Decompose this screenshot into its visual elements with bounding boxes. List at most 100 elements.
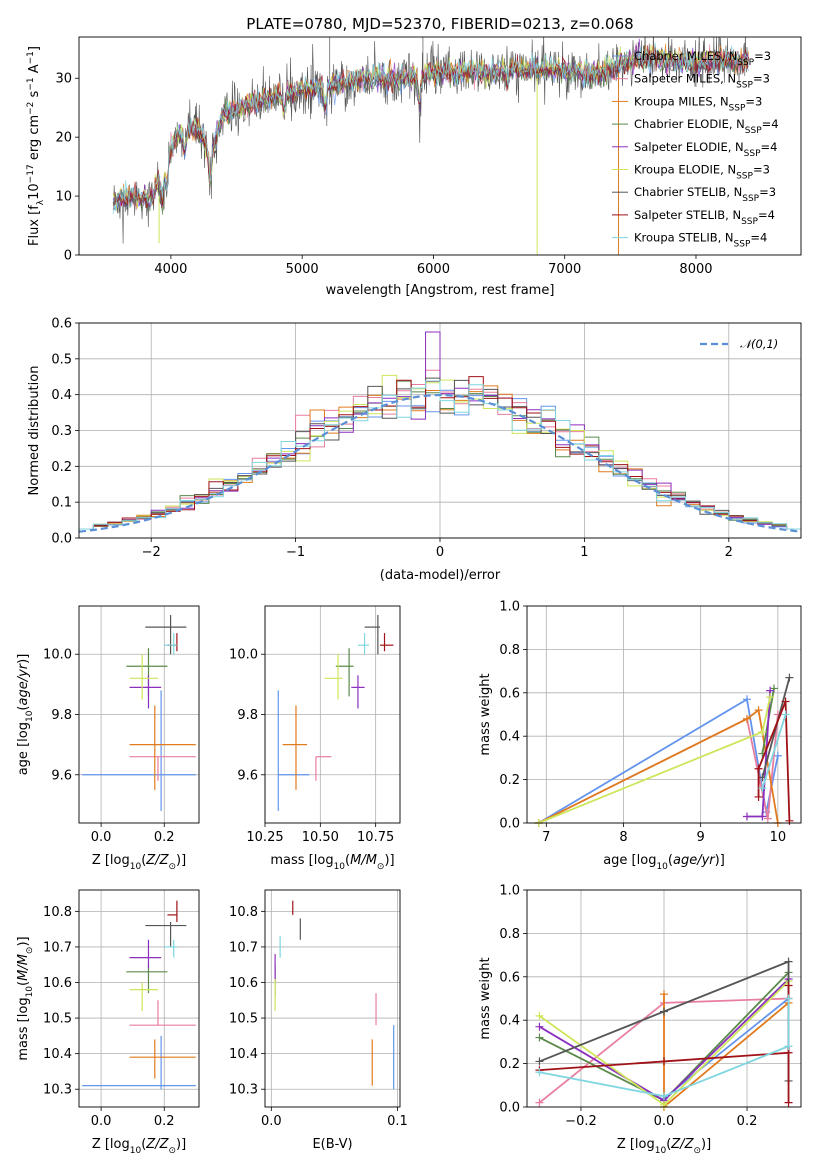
y-tick-label: 0.3 — [51, 424, 72, 439]
y-tick-label: 0 — [64, 249, 72, 264]
x-tick-label: 0.1 — [387, 1114, 408, 1129]
series-marker — [784, 1042, 793, 1051]
y-axis-label: mass [log10(M/M⊙)] — [16, 936, 35, 1060]
errorbar-kroupa-stelib — [164, 939, 177, 958]
x-tick-label: 0 — [436, 545, 444, 560]
x-tick-label: 8000 — [679, 262, 712, 277]
series-marker — [660, 1007, 668, 1016]
errorbar-chabrier-miles — [82, 690, 196, 811]
mass_age-panel: 10.25 10.50 10.75 9.6 9.8 10.0 mass [log10(M/M… — [229, 605, 401, 872]
errorbar-kroupa-stelib — [164, 633, 177, 655]
series-marker — [784, 981, 793, 990]
series-line — [538, 708, 779, 824]
x-axis-label: Z [log10(Z/Z⊙)] — [92, 1137, 186, 1156]
x-axis-label: Z [log10(Z/Z⊙)] — [92, 853, 186, 872]
x-tick-label: 6000 — [417, 262, 450, 277]
legend-entry: Kroupa MILES, NSSP=3 — [634, 94, 762, 113]
errorbar-salpeter-elodie — [351, 675, 365, 709]
y-tick-label: 10.8 — [229, 905, 258, 920]
legend-entry: Kroupa STELIB, NSSP=4 — [634, 231, 767, 250]
errorbar-chabrier-elodie — [126, 964, 168, 994]
x-tick-label: −2 — [142, 545, 161, 560]
x-tick-label: 4000 — [154, 262, 187, 277]
spectrum-panel: 4000 5000 6000 7000 8000 0 10 20 30 wavelength [A… — [26, 36, 802, 298]
series-marker — [660, 1057, 668, 1066]
errorbar-chabrier-stelib — [145, 922, 187, 947]
series-marker — [785, 816, 794, 825]
x-tick-label: 0.2 — [154, 830, 175, 845]
series-marker — [769, 684, 778, 693]
figure-title: PLATE=0780, MJD=52370, FIBERID=0213, z=0… — [246, 15, 633, 33]
series-marker — [754, 792, 763, 801]
y-tick-label: 10.3 — [229, 1083, 258, 1098]
series-marker — [535, 1068, 544, 1077]
spectrum-legend: Chabrier MILES, NSSP=3 Salpeter MILES, NS… — [612, 49, 779, 250]
x-tick-label: −0.2 — [565, 1114, 597, 1129]
series-marker — [742, 812, 751, 821]
y-tick-label: 10.3 — [43, 1083, 72, 1098]
series-marker — [535, 1011, 544, 1020]
errorbar-chabrier-stelib — [145, 615, 187, 655]
ebv_mass-points — [274, 900, 395, 1090]
errorbar-salpeter-miles — [129, 1000, 196, 1026]
x-tick-label: 9 — [697, 830, 705, 845]
y-tick-label: 30 — [55, 72, 72, 87]
y-tick-label: 0.4 — [51, 388, 72, 403]
y-tick-label: 9.8 — [237, 708, 258, 723]
series-marker — [660, 1100, 668, 1109]
errorbar-chabrier-elodie — [335, 648, 354, 697]
y-tick-label: 0.0 — [51, 532, 72, 547]
ebv_mass-panel: 0.0 0.1 10.3 10.4 10.5 10.6 10.7 10.8 E(B-V) — [229, 889, 408, 1152]
x-tick-label: 0.0 — [91, 1114, 112, 1129]
series-line — [761, 714, 787, 789]
y-tick-label: 0.4 — [499, 1014, 520, 1029]
series-marker — [742, 714, 751, 723]
y-tick-label: 10.5 — [43, 1012, 72, 1027]
spectrum-model-salpeter-stelib — [112, 44, 749, 210]
series-marker — [766, 693, 775, 702]
x-tick-label: 10.50 — [302, 830, 339, 845]
y-tick-label: 10.4 — [43, 1047, 72, 1062]
series-line — [663, 997, 790, 1100]
series-marker — [535, 1057, 544, 1066]
y-tick-label: 0.6 — [51, 317, 72, 332]
axes-frame — [264, 605, 401, 824]
histogram-kroupa-stelib — [79, 380, 801, 530]
series-marker — [781, 710, 790, 719]
x-tick-label: 7 — [542, 830, 550, 845]
x-axis-label: wavelength [Angstrom, rest frame] — [326, 283, 555, 298]
y-tick-label: 10.7 — [229, 940, 258, 955]
errorbar-kroupa-miles — [129, 705, 196, 790]
series-marker — [785, 673, 794, 682]
z_mass-panel: 0.0 0.2 10.3 10.4 10.5 10.6 10.7 10.8 Z [log10(Z… — [16, 889, 200, 1156]
series-marker — [754, 764, 763, 773]
x-axis-label: age [log10(age/yr)] — [603, 853, 725, 872]
errorbar-salpeter-miles — [315, 756, 332, 781]
y-tick-label: 0.8 — [499, 927, 520, 942]
axes-frame — [526, 605, 802, 824]
y-tick-label: 0.4 — [499, 730, 520, 745]
legend-entry: Chabrier STELIB, NSSP=3 — [634, 185, 776, 204]
x-axis-label: (data-model)/error — [380, 568, 501, 583]
errorbar-salpeter-elodie — [129, 939, 162, 969]
spectrum-lines — [112, 37, 749, 255]
age_weight-panel: 7 8 9 10 0.0 0.2 0.4 0.6 0.8 1.0 age [log10(age/yr… — [478, 600, 802, 872]
y-tick-label: 0.5 — [51, 352, 72, 367]
z_age-points — [82, 615, 196, 811]
series-line — [757, 701, 791, 821]
legend-entry: Salpeter MILES, NSSP=3 — [634, 72, 770, 91]
errorbar-kroupa-miles — [129, 1039, 196, 1079]
axes-frame — [78, 605, 200, 824]
errorbar-salpeter-stelib — [167, 633, 178, 652]
y-tick-label: 0.8 — [499, 643, 520, 658]
y-axis-label: Flux [fλ10−17 erg cm−2 s−1 A−1] — [26, 46, 46, 246]
x-tick-label: 1 — [580, 545, 588, 560]
series-marker — [754, 706, 763, 715]
series-marker — [535, 1098, 544, 1107]
y-tick-label: 0.2 — [499, 773, 520, 788]
errorbar-salpeter-stelib — [167, 900, 178, 923]
age_weight-series — [534, 673, 794, 827]
series-marker — [660, 990, 668, 999]
y-tick-label: 10.6 — [43, 976, 72, 991]
x-tick-label: 7000 — [548, 262, 581, 277]
